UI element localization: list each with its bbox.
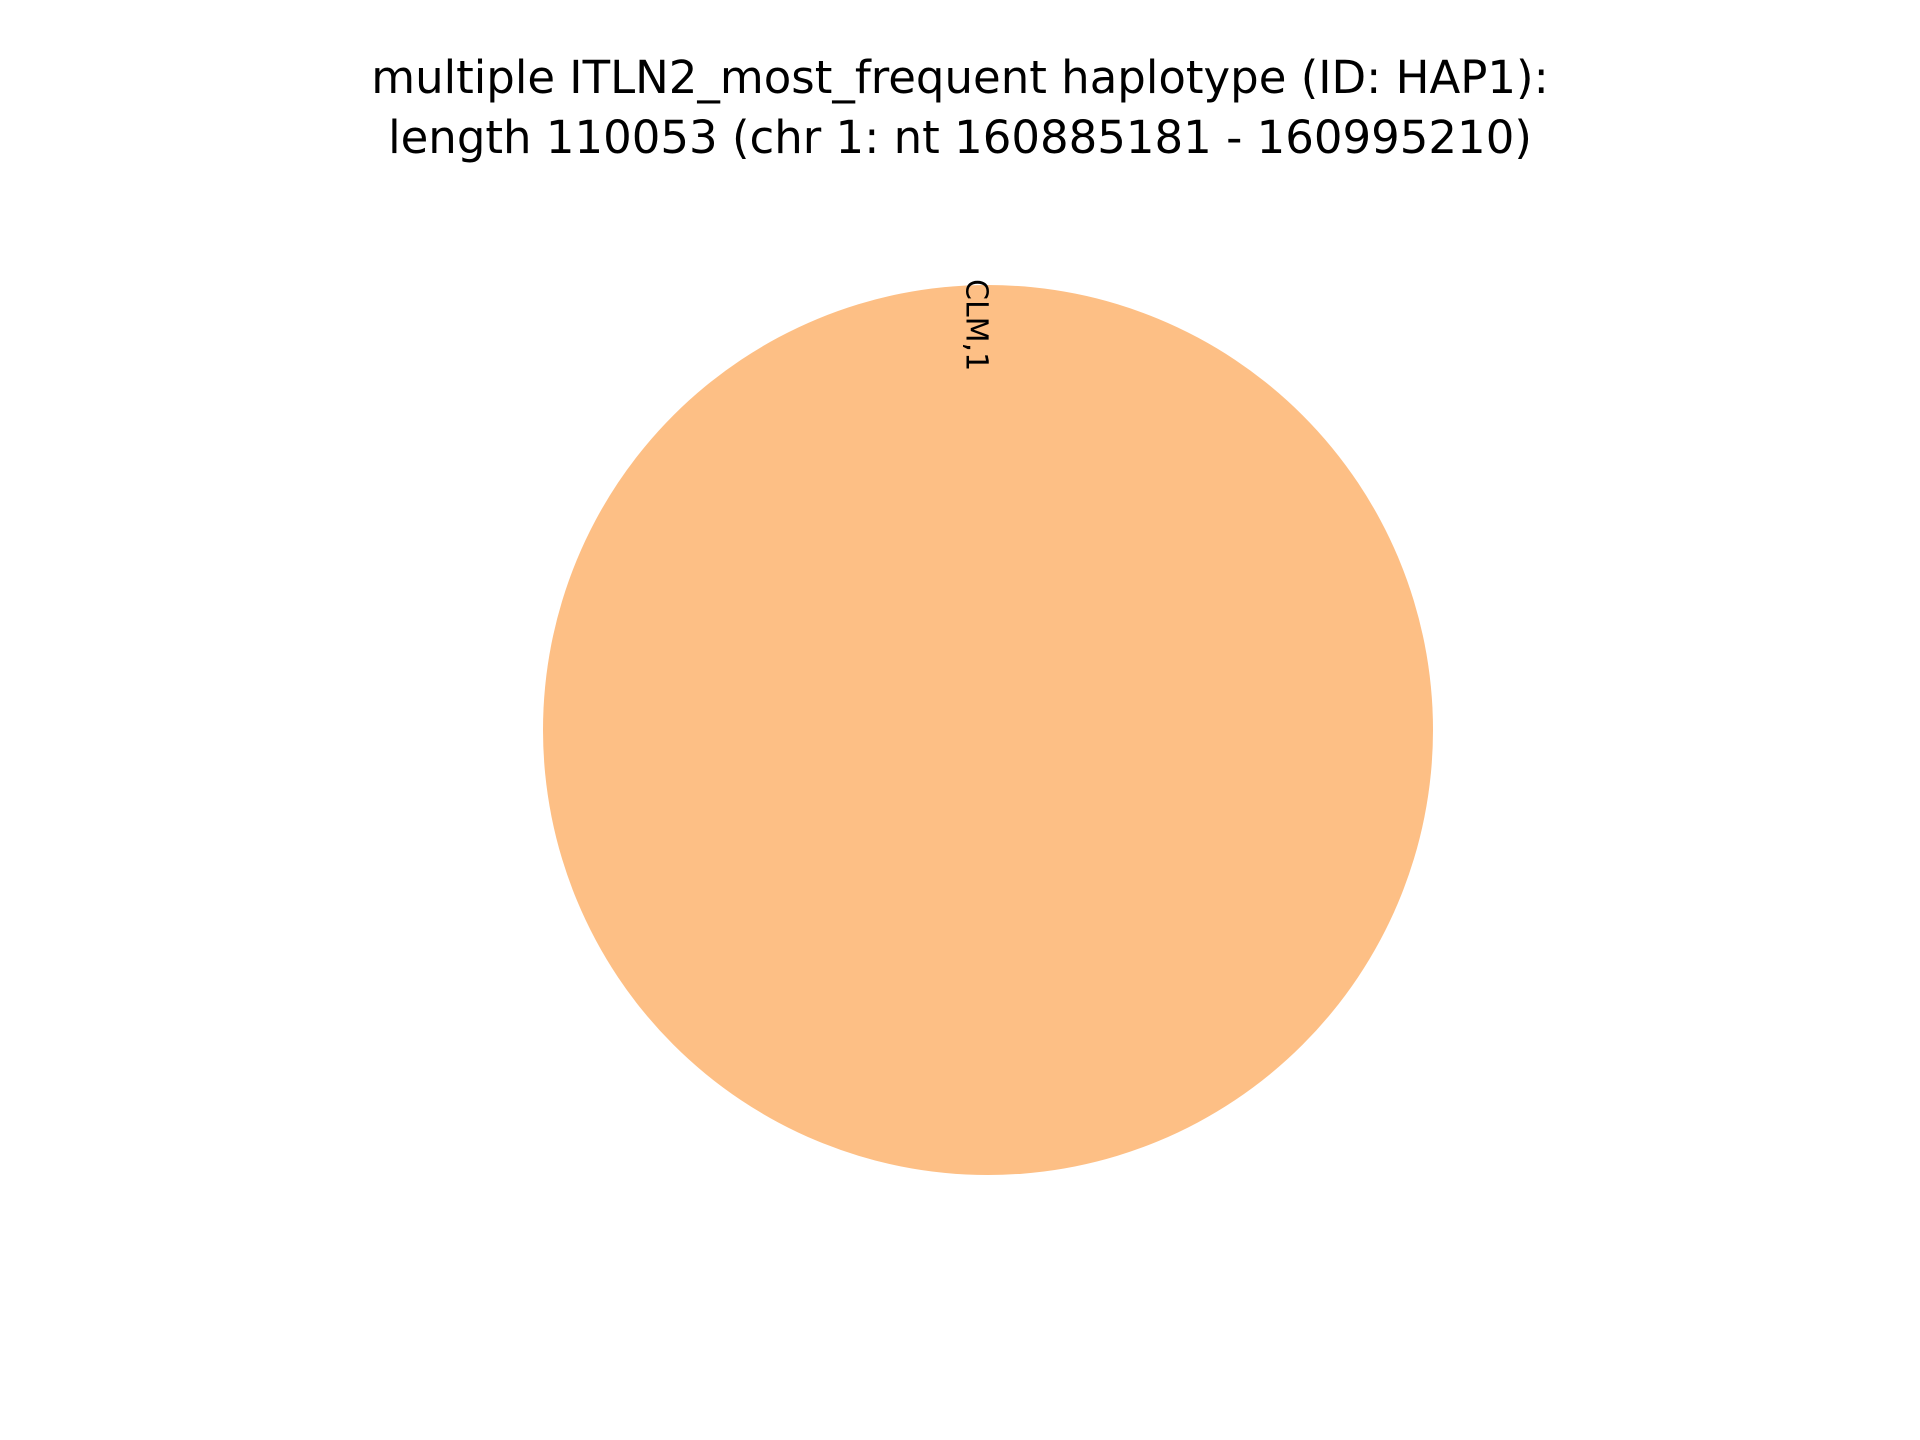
chart-title-line-2: length 110053 (chr 1: nt 160885181 - 160… [388, 111, 1532, 164]
chart-title-line-1: multiple ITLN2_most_frequent haplotype (… [371, 51, 1549, 104]
pie-slice [543, 285, 1433, 1175]
chart-title: multiple ITLN2_most_frequent haplotype (… [0, 48, 1920, 168]
pie-slice-label: CLM,1 [958, 279, 993, 371]
